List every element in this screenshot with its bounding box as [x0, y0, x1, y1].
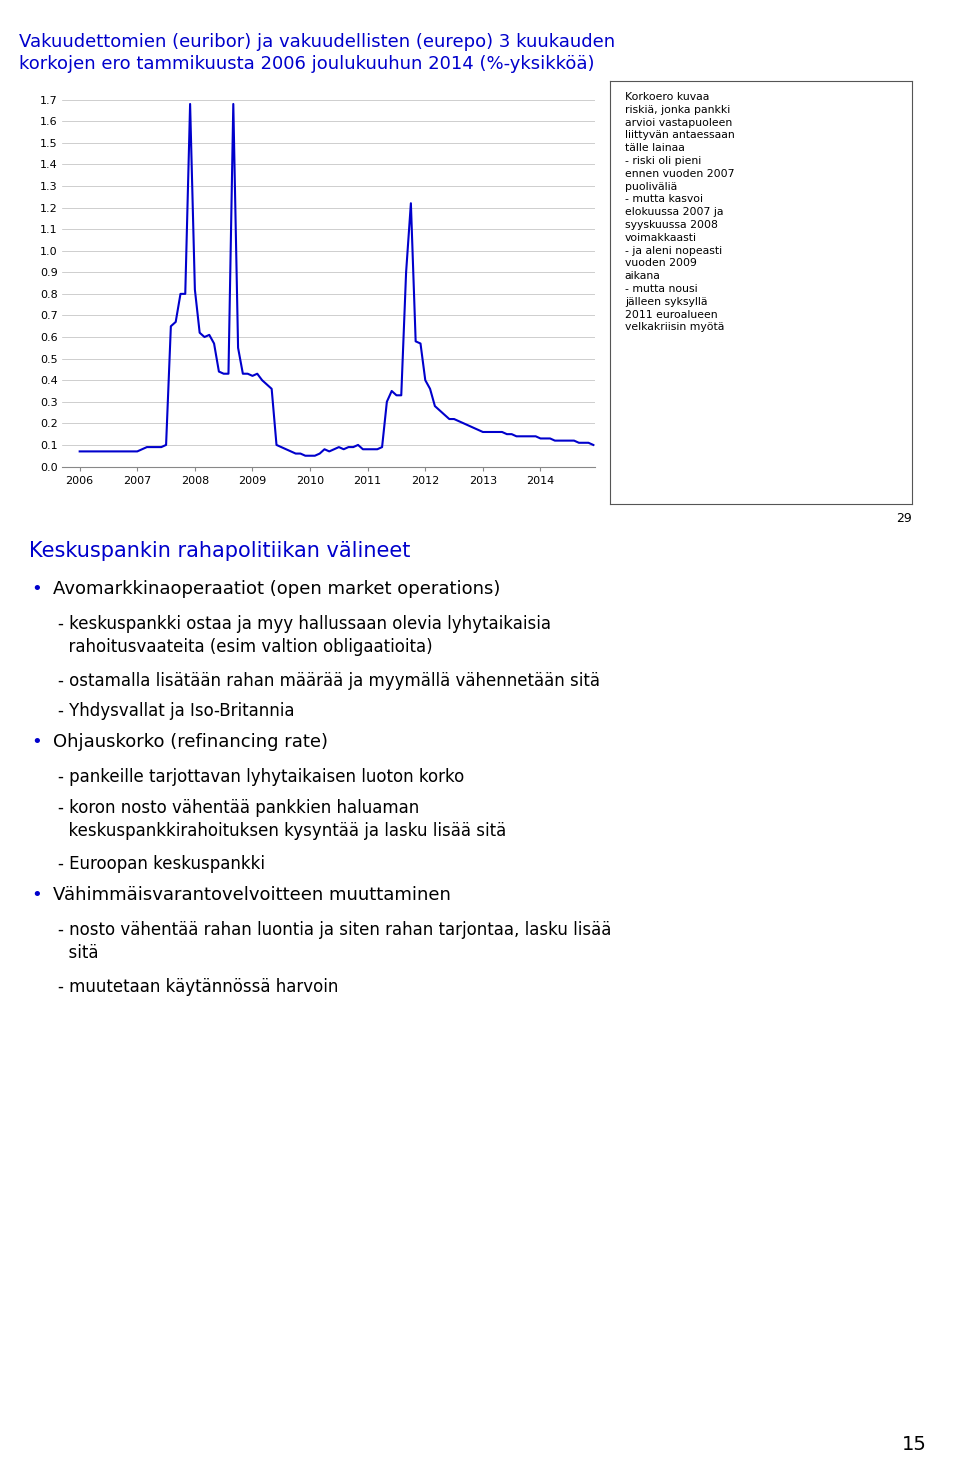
Text: - Yhdysvallat ja Iso-Britannia: - Yhdysvallat ja Iso-Britannia [58, 702, 294, 720]
Text: - nosto vähentää rahan luontia ja siten rahan tarjontaa, lasku lisää
  sitä: - nosto vähentää rahan luontia ja siten … [58, 921, 611, 961]
Text: Korkoero kuvaa
riskiä, jonka pankki
arvioi vastapuoleen
liittyvän antaessaan
täl: Korkoero kuvaa riskiä, jonka pankki arvi… [625, 92, 734, 332]
Text: Avomarkkinaoperaatiot (open market operations): Avomarkkinaoperaatiot (open market opera… [53, 581, 500, 598]
Text: 29: 29 [897, 512, 912, 526]
Text: korkojen ero tammikuusta 2006 joulukuuhun 2014 (%-yksikköä): korkojen ero tammikuusta 2006 joulukuuhu… [19, 55, 594, 73]
Text: Ohjauskorko (refinancing rate): Ohjauskorko (refinancing rate) [53, 733, 327, 751]
Text: Vakuudettomien (euribor) ja vakuudellisten (eurepo) 3 kuukauden: Vakuudettomien (euribor) ja vakuudellist… [19, 33, 615, 50]
Text: - Euroopan keskuspankki: - Euroopan keskuspankki [58, 856, 265, 874]
Text: •: • [32, 733, 42, 751]
Text: - keskuspankki ostaa ja myy hallussaan olevia lyhytaikaisia
  rahoitusvaateita (: - keskuspankki ostaa ja myy hallussaan o… [58, 615, 551, 656]
Text: •: • [32, 581, 42, 598]
Text: Keskuspankin rahapolitiikan välineet: Keskuspankin rahapolitiikan välineet [29, 541, 410, 561]
Text: - koron nosto vähentää pankkien haluaman
  keskuspankkirahoituksen kysyntää ja l: - koron nosto vähentää pankkien haluaman… [58, 798, 506, 840]
Text: - muutetaan käytännössä harvoin: - muutetaan käytännössä harvoin [58, 977, 338, 995]
Text: 15: 15 [901, 1435, 926, 1454]
Text: - ostamalla lisätään rahan määrää ja myymällä vähennetään sitä: - ostamalla lisätään rahan määrää ja myy… [58, 671, 600, 690]
Text: - pankeille tarjottavan lyhytaikaisen luoton korko: - pankeille tarjottavan lyhytaikaisen lu… [58, 769, 464, 786]
Text: Vähimmäisvarantovelvoitteen muuttaminen: Vähimmäisvarantovelvoitteen muuttaminen [53, 886, 450, 905]
Text: •: • [32, 886, 42, 905]
